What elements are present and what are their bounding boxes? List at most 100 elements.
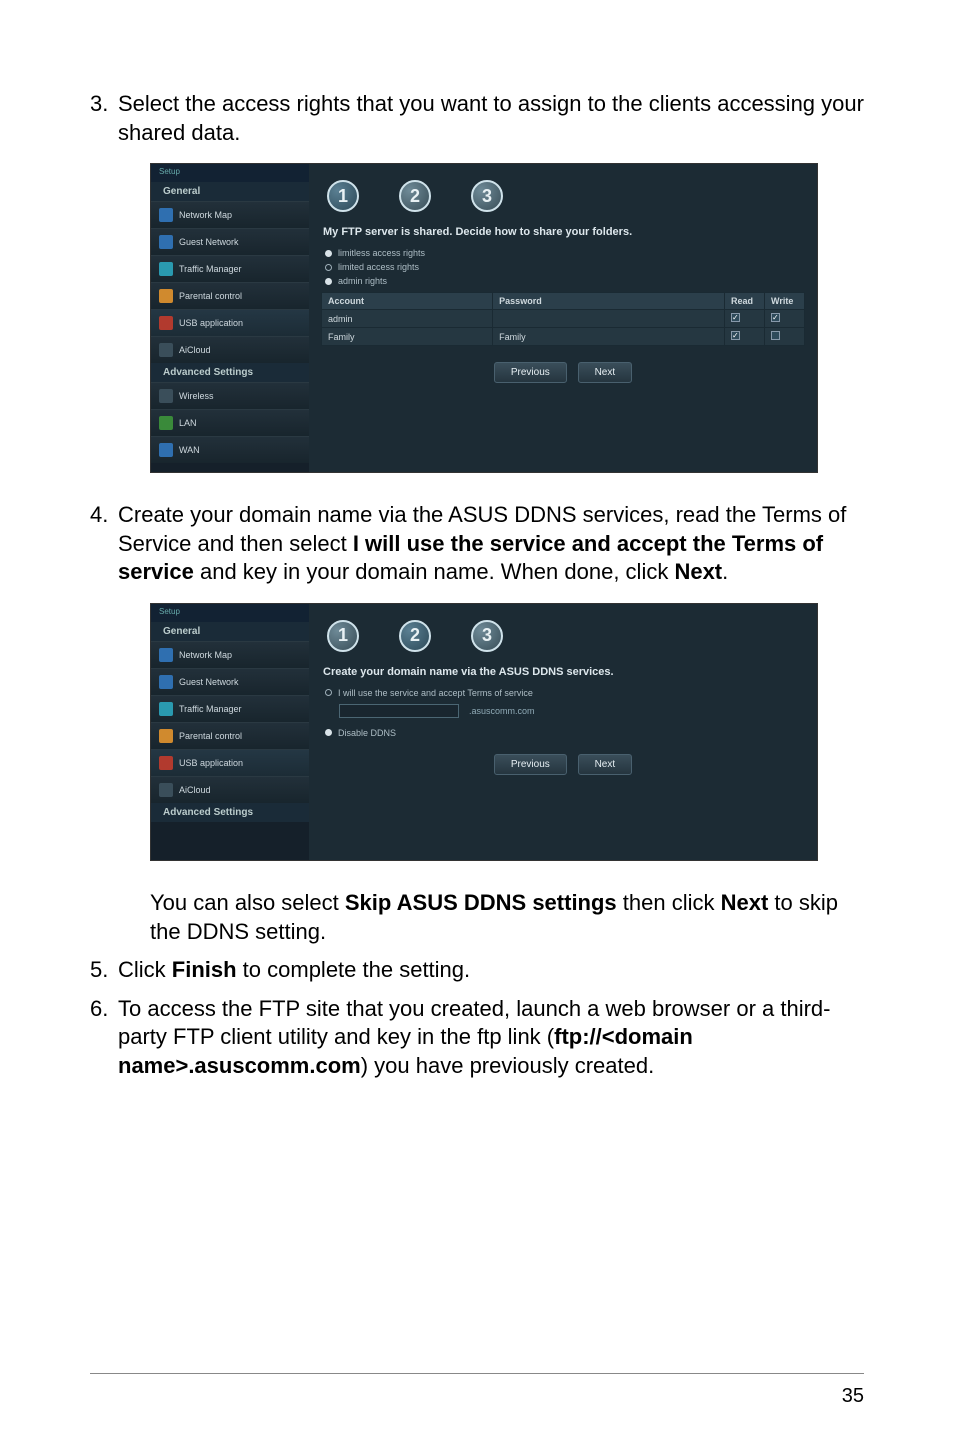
checkbox-off-icon xyxy=(771,331,780,340)
ss1-step-2-circle: 2 xyxy=(399,180,431,212)
ss1-main: 1 2 3 My FTP server is shared. Decide ho… xyxy=(309,164,817,472)
ss1-section-adv: Advanced Settings xyxy=(151,363,309,382)
th-read: Read xyxy=(725,293,765,310)
cell-family-read[interactable] xyxy=(725,328,765,346)
radio-empty-icon xyxy=(325,689,332,696)
ss2-opt2-label: Disable DDNS xyxy=(338,728,396,738)
ss1-opt-limited[interactable]: limited access rights xyxy=(325,262,805,272)
radio-filled-icon xyxy=(325,278,332,285)
step-5-num: 5. xyxy=(90,956,118,985)
guest-network-icon xyxy=(159,235,173,249)
ss1-side-parental-control[interactable]: Parental control xyxy=(151,282,309,309)
traffic-manager-icon xyxy=(159,262,173,276)
ss1-side-traffic-manager[interactable]: Traffic Manager xyxy=(151,255,309,282)
cell-admin-account: admin xyxy=(322,310,493,328)
step-3-num: 3. xyxy=(90,90,118,147)
ss1-topstrip: Setup xyxy=(151,164,309,182)
ss2-step-3-circle: 3 xyxy=(471,620,503,652)
ss1-side-usb-application[interactable]: USB application xyxy=(151,309,309,336)
lock-icon xyxy=(159,289,173,303)
ss2-step-1-circle: 1 xyxy=(327,620,359,652)
previous-button[interactable]: Previous xyxy=(494,754,567,775)
radio-filled-icon xyxy=(325,250,332,257)
ss2-opt-disable[interactable]: Disable DDNS xyxy=(325,728,805,738)
ss2-domain-input-row: .asuscomm.com xyxy=(339,704,805,718)
domain-suffix: .asuscomm.com xyxy=(469,706,535,716)
step5-bold: Finish xyxy=(172,957,237,982)
ss2-stepper: 1 2 3 xyxy=(327,620,805,652)
step-3: 3. Select the access rights that you wan… xyxy=(90,90,864,147)
wireless-icon xyxy=(159,389,173,403)
ss2-side-usb-application[interactable]: USB application xyxy=(151,749,309,776)
ss1-side2-1-label: LAN xyxy=(179,418,197,428)
skip-bold1: Skip ASUS DDNS settings xyxy=(345,890,617,915)
ss1-sidebar: Setup General Network Map Guest Network … xyxy=(151,164,309,472)
aicloud-icon xyxy=(159,783,173,797)
th-write: Write xyxy=(765,293,805,310)
ss1-side2-2-label: WAN xyxy=(179,445,200,455)
checkbox-on-icon xyxy=(731,313,740,322)
screenshot-access-rights: Setup General Network Map Guest Network … xyxy=(150,163,818,473)
ss1-opt1-label: limitless access rights xyxy=(338,248,425,258)
ss1-button-row: Previous Next xyxy=(321,362,805,383)
ss2-section-adv: Advanced Settings xyxy=(151,803,309,822)
step-5-text: Click Finish to complete the setting. xyxy=(118,956,864,985)
ss2-sidebar: Setup General Network Map Guest Network … xyxy=(151,604,309,860)
table-row: admin xyxy=(322,310,805,328)
radio-filled-icon xyxy=(325,729,332,736)
ss2-step-2-circle: 2 xyxy=(399,620,431,652)
ss2-side-traffic-manager[interactable]: Traffic Manager xyxy=(151,695,309,722)
aicloud-icon xyxy=(159,343,173,357)
ss2-side-parental-control[interactable]: Parental control xyxy=(151,722,309,749)
step-4-text: Create your domain name via the ASUS DDN… xyxy=(118,501,864,587)
ss2-section-general: General xyxy=(151,622,309,641)
ss1-section-general: General xyxy=(151,182,309,201)
previous-button[interactable]: Previous xyxy=(494,362,567,383)
step-3-text: Select the access rights that you want t… xyxy=(118,90,864,147)
usb-icon xyxy=(159,316,173,330)
traffic-manager-icon xyxy=(159,702,173,716)
ss2-opt1-label: I will use the service and accept Terms … xyxy=(338,688,533,698)
step-5: 5. Click Finish to complete the setting. xyxy=(90,956,864,985)
skip-a: You can also select xyxy=(150,890,345,915)
screenshot-ddns: Setup General Network Map Guest Network … xyxy=(150,603,818,861)
ss1-opt-admin[interactable]: admin rights xyxy=(325,276,805,286)
step4-c: . xyxy=(722,559,728,584)
th-account: Account xyxy=(322,293,493,310)
ss2-side-network-map[interactable]: Network Map xyxy=(151,641,309,668)
checkbox-on-icon xyxy=(731,331,740,340)
ss2-opt-accept[interactable]: I will use the service and accept Terms … xyxy=(325,688,805,698)
ss1-side-wireless[interactable]: Wireless xyxy=(151,382,309,409)
step5-a: Click xyxy=(118,957,172,982)
ss1-stepper: 1 2 3 xyxy=(327,180,805,212)
ss1-side-wan[interactable]: WAN xyxy=(151,436,309,463)
lan-icon xyxy=(159,416,173,430)
ss2-side-aicloud[interactable]: AiCloud xyxy=(151,776,309,803)
ss1-side-network-map[interactable]: Network Map xyxy=(151,201,309,228)
ss2-side-0-label: Network Map xyxy=(179,650,232,660)
ss1-opt-limitless[interactable]: limitless access rights xyxy=(325,248,805,258)
ss2-side-guest-network[interactable]: Guest Network xyxy=(151,668,309,695)
ss1-side-aicloud[interactable]: AiCloud xyxy=(151,336,309,363)
step-6: 6. To access the FTP site that you creat… xyxy=(90,995,864,1081)
skip-note: You can also select Skip ASUS DDNS setti… xyxy=(150,889,864,946)
ss2-topstrip: Setup xyxy=(151,604,309,622)
radio-empty-icon xyxy=(325,264,332,271)
lock-icon xyxy=(159,729,173,743)
network-map-icon xyxy=(159,208,173,222)
ss1-side-guest-network[interactable]: Guest Network xyxy=(151,228,309,255)
next-button[interactable]: Next xyxy=(578,754,633,775)
cell-family-password: Family xyxy=(493,328,725,346)
cell-admin-read[interactable] xyxy=(725,310,765,328)
ss1-side-lan[interactable]: LAN xyxy=(151,409,309,436)
ss1-opt3-label: admin rights xyxy=(338,276,387,286)
skip-bold2: Next xyxy=(721,890,769,915)
ss1-side-5-label: AiCloud xyxy=(179,345,211,355)
cell-family-write[interactable] xyxy=(765,328,805,346)
domain-name-input[interactable] xyxy=(339,704,459,718)
next-button[interactable]: Next xyxy=(578,362,633,383)
ss1-side-3-label: Parental control xyxy=(179,291,242,301)
ss1-rights-table: Account Password Read Write admin Family… xyxy=(321,292,805,346)
cell-admin-write[interactable] xyxy=(765,310,805,328)
ss2-main: 1 2 3 Create your domain name via the AS… xyxy=(309,604,817,860)
